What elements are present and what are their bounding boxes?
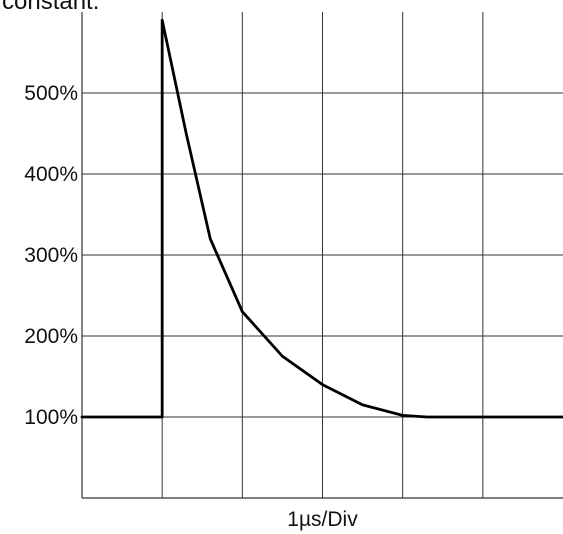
x-axis-label: 1µs/Div	[287, 508, 358, 531]
grid-lines	[82, 12, 563, 498]
y-tick-label: 500%	[24, 82, 78, 105]
y-tick-label: 100%	[24, 406, 78, 429]
y-tick-label: 200%	[24, 325, 78, 348]
series-line-0	[80, 18, 563, 419]
caption-fragment: constant.	[2, 0, 100, 15]
y-tick-label: 300%	[24, 244, 78, 267]
y-tick-labels: 100% 200% 300% 400% 500%	[24, 82, 78, 429]
y-tick-label: 400%	[24, 163, 78, 186]
series-layer	[80, 18, 563, 419]
